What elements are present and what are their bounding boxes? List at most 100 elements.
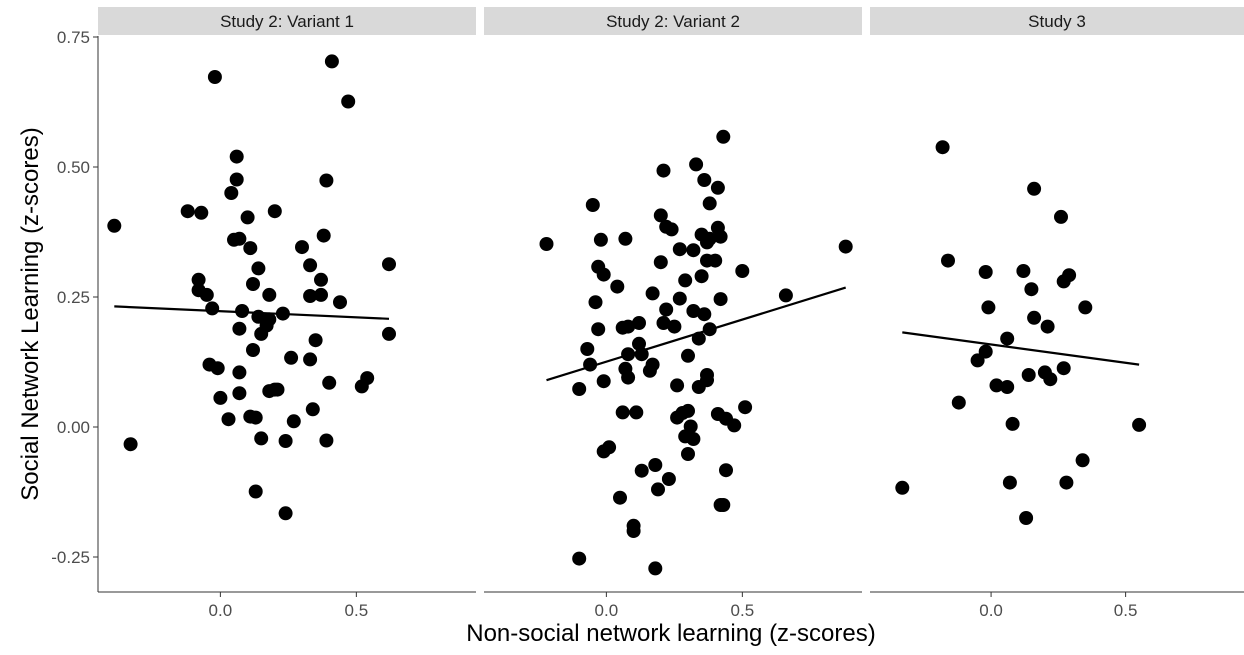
data-point xyxy=(316,228,331,243)
data-point xyxy=(645,286,660,301)
data-point xyxy=(580,342,595,356)
data-point xyxy=(267,204,282,219)
data-point xyxy=(191,272,206,287)
y-tick-label: 0.00 xyxy=(57,418,90,437)
data-point xyxy=(978,265,993,279)
data-point xyxy=(895,480,910,495)
data-point xyxy=(941,253,955,268)
data-point xyxy=(653,208,668,223)
data-point xyxy=(591,322,606,337)
data-point xyxy=(107,218,122,233)
panel-title: Study 2: Variant 1 xyxy=(220,12,354,31)
data-point xyxy=(1027,181,1042,196)
data-point xyxy=(1054,209,1068,224)
data-point xyxy=(322,375,337,390)
data-point xyxy=(1024,282,1039,297)
data-point xyxy=(232,365,247,380)
data-point xyxy=(246,343,260,357)
data-point xyxy=(708,253,723,268)
data-point xyxy=(596,374,611,389)
data-point xyxy=(248,484,263,499)
data-point xyxy=(686,304,701,318)
data-point xyxy=(661,472,676,486)
data-point xyxy=(248,410,263,425)
data-point xyxy=(1016,264,1031,278)
x-tick-label: 0.5 xyxy=(731,601,755,620)
data-point xyxy=(678,273,693,288)
data-point xyxy=(585,198,600,212)
data-point xyxy=(672,291,687,306)
data-point xyxy=(572,551,587,566)
data-point xyxy=(697,173,712,187)
data-point xyxy=(681,348,695,363)
data-point xyxy=(626,524,641,538)
data-point xyxy=(295,240,309,255)
x-tick-label: 0.0 xyxy=(595,601,619,620)
data-point xyxy=(700,368,714,382)
data-point xyxy=(656,163,671,178)
data-point xyxy=(727,418,742,433)
data-point xyxy=(229,149,244,164)
data-point xyxy=(1075,453,1090,468)
data-point xyxy=(1043,372,1058,387)
data-point xyxy=(651,482,665,497)
data-point xyxy=(632,316,646,330)
data-point xyxy=(229,172,244,187)
data-point xyxy=(778,288,793,303)
data-point xyxy=(314,287,328,302)
data-point xyxy=(670,378,685,393)
panel-title: Study 2: Variant 2 xyxy=(606,12,740,31)
data-point xyxy=(615,405,630,420)
data-point xyxy=(588,295,603,310)
data-point xyxy=(319,173,334,188)
data-point xyxy=(382,326,396,341)
data-point xyxy=(602,440,617,455)
data-point xyxy=(232,231,247,246)
data-point xyxy=(123,437,138,452)
data-point xyxy=(738,400,753,415)
data-point xyxy=(596,267,611,282)
data-point xyxy=(262,287,277,302)
data-point xyxy=(1000,331,1015,346)
data-point xyxy=(240,210,255,225)
x-axis-title: Non-social network learning (z-scores) xyxy=(466,620,875,647)
data-point xyxy=(254,431,269,446)
data-point xyxy=(1002,475,1017,490)
data-point xyxy=(689,157,704,172)
data-point xyxy=(314,272,328,287)
data-point xyxy=(1019,511,1034,525)
data-point xyxy=(989,378,1004,393)
data-point xyxy=(207,70,222,84)
data-point xyxy=(262,312,277,327)
data-point xyxy=(341,94,356,109)
data-point xyxy=(270,382,285,397)
data-point xyxy=(645,357,660,372)
data-point xyxy=(305,402,320,417)
data-point xyxy=(1078,300,1093,315)
data-point xyxy=(284,350,299,365)
data-point xyxy=(713,229,728,244)
data-point xyxy=(1027,310,1042,325)
data-point xyxy=(735,264,750,278)
data-point xyxy=(621,319,636,334)
data-point xyxy=(194,205,209,220)
y-tick-label: 0.50 xyxy=(57,158,90,177)
data-point xyxy=(621,370,636,385)
data-point xyxy=(324,54,339,69)
data-point xyxy=(716,498,731,512)
data-point xyxy=(593,232,608,247)
data-point xyxy=(539,237,554,251)
data-point xyxy=(213,390,228,405)
data-point xyxy=(710,180,725,195)
data-point xyxy=(618,231,633,246)
data-point xyxy=(1056,361,1071,376)
data-point xyxy=(613,490,627,505)
data-point xyxy=(235,304,250,318)
data-point xyxy=(1059,475,1074,490)
data-point xyxy=(303,352,318,367)
trend-line xyxy=(546,286,847,382)
data-point xyxy=(713,292,728,307)
y-tick-label: -0.25 xyxy=(51,548,90,567)
x-tick-label: 0.5 xyxy=(345,601,369,620)
